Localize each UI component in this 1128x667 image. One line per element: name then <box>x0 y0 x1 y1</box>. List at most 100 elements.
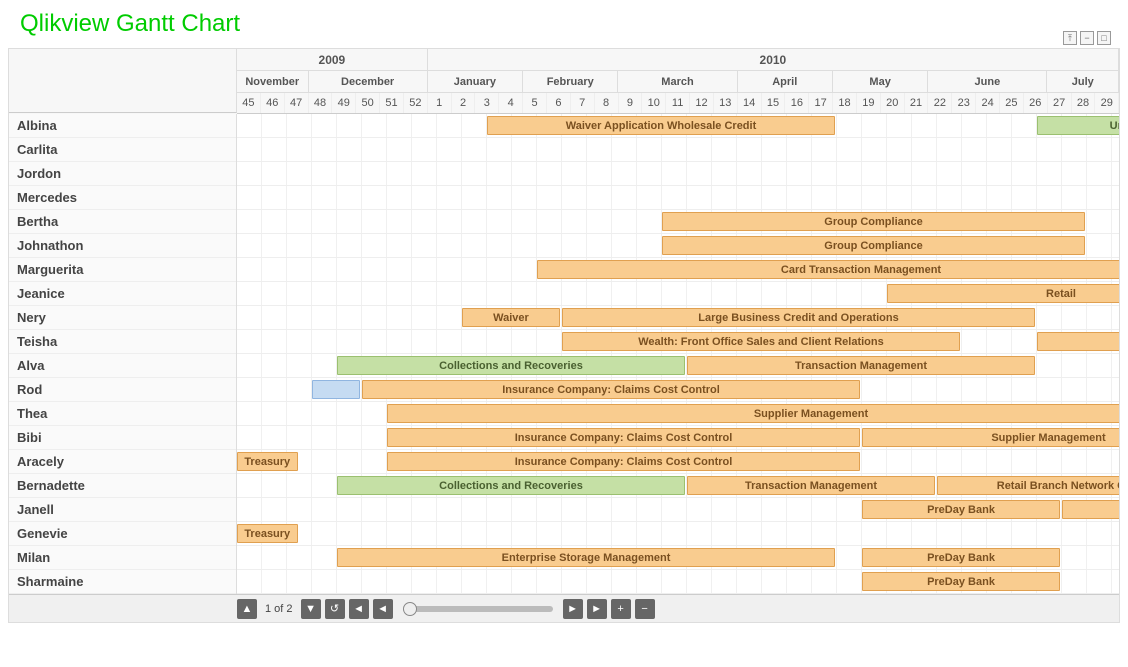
gantt-chart: ⤒ − □ 20092010 NovemberDecemberJanuaryFe… <box>8 48 1120 623</box>
gantt-bar[interactable]: Transaction Management <box>687 476 935 495</box>
gantt-bar[interactable]: Group Compliance <box>662 236 1085 255</box>
gantt-bar[interactable]: Insurance Company: Claims Cost Control <box>387 452 860 471</box>
week-cell: 13 <box>714 93 738 113</box>
gantt-bar[interactable]: Retail Branch Network Operations <box>937 476 1119 495</box>
gantt-bar[interactable]: Retail <box>887 284 1119 303</box>
month-cell: December <box>309 71 428 92</box>
row-label[interactable]: Albina <box>9 114 236 138</box>
month-cell: February <box>523 71 618 92</box>
gantt-bar[interactable]: Collections and Recoveries <box>337 476 685 495</box>
week-cell: 23 <box>952 93 976 113</box>
page-first-button[interactable]: ▲ <box>237 599 257 619</box>
week-cell: 7 <box>571 93 595 113</box>
week-cell: 49 <box>332 93 356 113</box>
gantt-bar[interactable]: Waiver Application Wholesale Credit <box>487 116 835 135</box>
zoom-in-button[interactable]: + <box>611 599 631 619</box>
gantt-bar[interactable]: Large Business Credit and Operations <box>562 308 1035 327</box>
row-label[interactable]: Bernadette <box>9 474 236 498</box>
week-cell: 17 <box>809 93 833 113</box>
timeline-slider[interactable] <box>403 606 553 612</box>
row-labels-column: AlbinaCarlitaJordonMercedesBerthaJohnath… <box>9 114 237 594</box>
gantt-row: Insurance Company: Claims Cost ControlSu… <box>237 426 1119 450</box>
nav-fwd-button[interactable]: ► <box>587 599 607 619</box>
timeline-body[interactable]: Waiver Application Wholesale Credit Unsec… <box>237 114 1119 594</box>
gantt-bar[interactable]: Waiver <box>462 308 560 327</box>
nav-step-fwd-button[interactable]: ► <box>563 599 583 619</box>
year-row: 20092010 <box>237 49 1119 71</box>
week-cell: 48 <box>309 93 333 113</box>
page-title: Qlikview Gantt Chart <box>0 0 1128 48</box>
row-label[interactable]: Johnathon <box>9 234 236 258</box>
row-label[interactable]: Sharmaine <box>9 570 236 594</box>
month-cell: June <box>928 71 1047 92</box>
nav-step-back-button[interactable]: ◄ <box>373 599 393 619</box>
nav-back-button[interactable]: ◄ <box>349 599 369 619</box>
gantt-bar[interactable]: Unsecured Lending <box>1037 116 1119 135</box>
row-label[interactable]: Jordon <box>9 162 236 186</box>
month-cell: January <box>428 71 523 92</box>
row-label[interactable]: Carlita <box>9 138 236 162</box>
row-label[interactable]: Bibi <box>9 426 236 450</box>
gantt-row: Insurance Company: Claims Cost Control <box>237 378 1119 402</box>
row-label[interactable]: Marguerita <box>9 258 236 282</box>
gantt-bar[interactable]: Collections and Recoveries <box>337 356 685 375</box>
gantt-bar[interactable]: Card Transaction Management <box>537 260 1119 279</box>
row-label[interactable]: Milan <box>9 546 236 570</box>
gantt-bar[interactable]: Supplier Management <box>387 404 1119 423</box>
row-label[interactable]: Nery <box>9 306 236 330</box>
history-button[interactable]: ↺ <box>325 599 345 619</box>
gantt-bar[interactable]: PreDay Bank <box>862 572 1060 591</box>
gantt-bar[interactable]: Enterprise Storage Management <box>337 548 835 567</box>
week-cell: 29 <box>1095 93 1119 113</box>
row-label[interactable]: Janell <box>9 498 236 522</box>
row-label[interactable]: Genevie <box>9 522 236 546</box>
row-label[interactable]: Mercedes <box>9 186 236 210</box>
week-cell: 46 <box>261 93 285 113</box>
gantt-row: Group Compliance <box>237 210 1119 234</box>
chart-toolbar: ⤒ − □ <box>1063 31 1111 45</box>
row-label[interactable]: Alva <box>9 354 236 378</box>
gantt-row <box>237 186 1119 210</box>
month-row: NovemberDecemberJanuaryFebruaryMarchApri… <box>237 71 1119 93</box>
gantt-bar[interactable]: Supplier Management <box>862 428 1119 447</box>
gantt-bar[interactable]: Treasury <box>237 524 298 543</box>
gantt-bar[interactable]: PreDay Bank <box>862 500 1060 519</box>
gantt-row: Wealth: Front Office Sales and Client Re… <box>237 330 1119 354</box>
maximize-icon[interactable]: □ <box>1097 31 1111 45</box>
row-label[interactable]: Rod <box>9 378 236 402</box>
week-cell: 50 <box>356 93 380 113</box>
week-cell: 14 <box>738 93 762 113</box>
gantt-row: Collections and RecoveriesTransaction Ma… <box>237 354 1119 378</box>
row-label[interactable]: Aracely <box>9 450 236 474</box>
gantt-bar[interactable]: Retail <box>1062 500 1119 519</box>
gantt-bar[interactable]: Transaction Management <box>687 356 1035 375</box>
gantt-bar[interactable] <box>312 380 360 399</box>
row-label[interactable]: Teisha <box>9 330 236 354</box>
gantt-bar[interactable]: Insurance Company: Claims Cost Control <box>387 428 860 447</box>
gantt-bar[interactable]: Wealth: Front Office Sales and Client Re… <box>562 332 960 351</box>
gantt-footer: ▲ 1 of 2 ▼ ↺ ◄ ◄ ► ► + − <box>9 594 1119 622</box>
gantt-row: PreDay Bank <box>237 570 1119 594</box>
gantt-bar[interactable]: Retail <box>1037 332 1119 351</box>
month-cell: April <box>738 71 833 92</box>
year-cell: 2010 <box>428 49 1119 70</box>
export-icon[interactable]: ⤒ <box>1063 31 1077 45</box>
row-label[interactable]: Thea <box>9 402 236 426</box>
gantt-bar[interactable]: Insurance Company: Claims Cost Control <box>362 380 860 399</box>
year-cell: 2009 <box>237 49 428 70</box>
gantt-bar[interactable]: Treasury <box>237 452 298 471</box>
gantt-bar[interactable]: PreDay Bank <box>862 548 1060 567</box>
gantt-row: PreDay BankRetail <box>237 498 1119 522</box>
page-next-button[interactable]: ▼ <box>301 599 321 619</box>
gantt-row: Collections and RecoveriesTransaction Ma… <box>237 474 1119 498</box>
minimize-icon[interactable]: − <box>1080 31 1094 45</box>
gantt-body: AlbinaCarlitaJordonMercedesBerthaJohnath… <box>9 114 1119 594</box>
gantt-bar[interactable]: Group Compliance <box>662 212 1085 231</box>
timeline-header: 20092010 NovemberDecemberJanuaryFebruary… <box>237 49 1119 114</box>
zoom-out-button[interactable]: − <box>635 599 655 619</box>
row-label[interactable]: Bertha <box>9 210 236 234</box>
week-cell: 24 <box>976 93 1000 113</box>
slider-thumb[interactable] <box>403 602 417 616</box>
week-cell: 16 <box>785 93 809 113</box>
row-label[interactable]: Jeanice <box>9 282 236 306</box>
